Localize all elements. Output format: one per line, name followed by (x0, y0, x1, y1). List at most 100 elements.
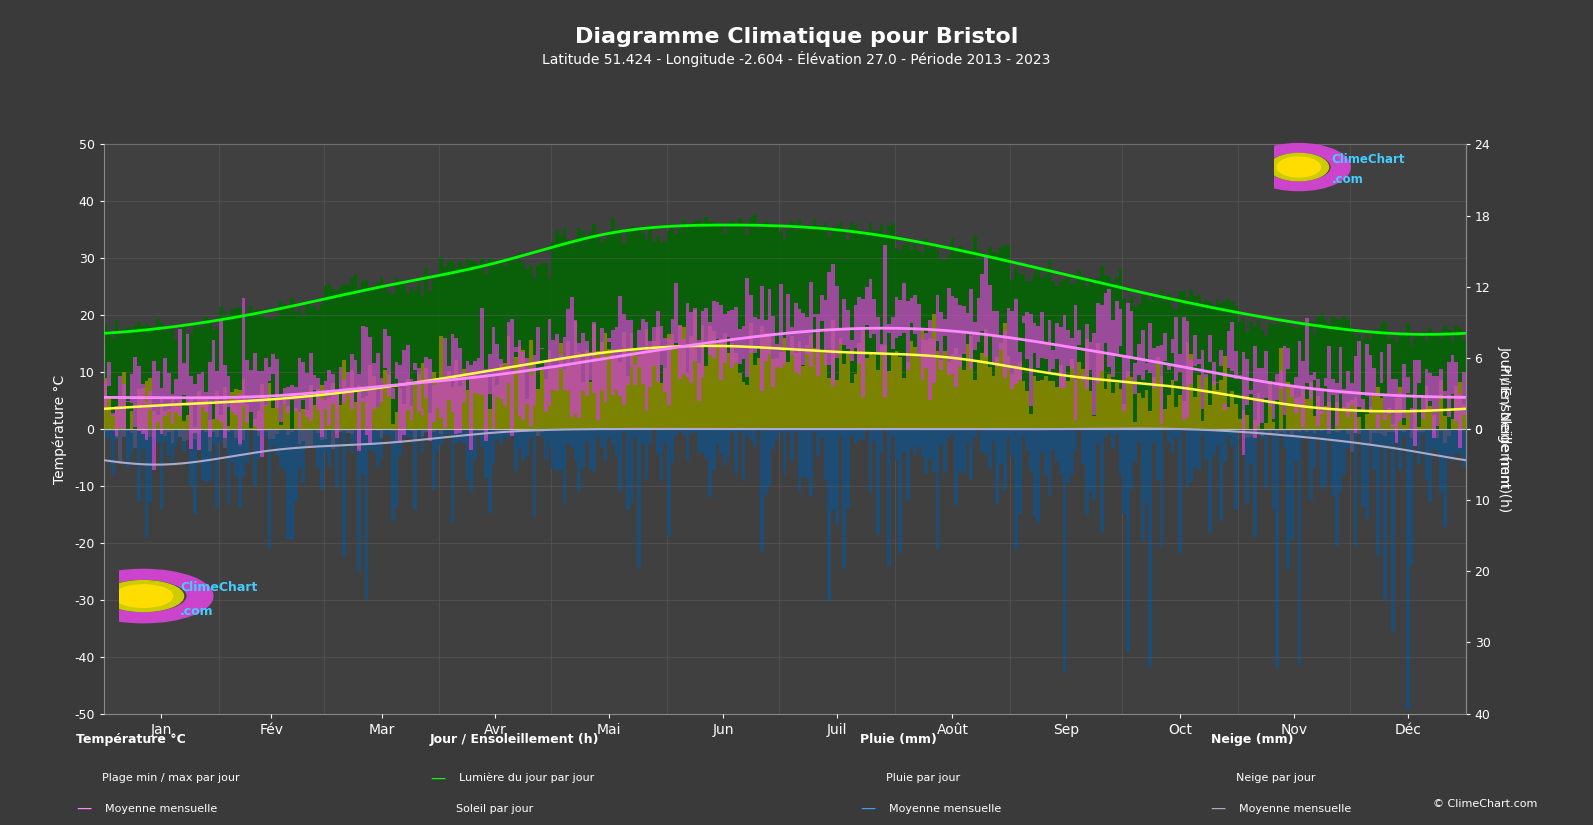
Bar (1093, 416, 1096, 429)
Bar (1313, 429, 1316, 433)
Bar (473, 262, 476, 429)
Bar (118, 429, 123, 464)
Bar (440, 429, 443, 434)
Bar (115, 429, 118, 440)
Bar (335, 392, 339, 438)
Bar (820, 295, 824, 321)
Bar (484, 274, 487, 429)
Bar (1037, 326, 1040, 368)
Bar (435, 278, 440, 429)
Bar (1207, 302, 1212, 429)
Bar (118, 398, 123, 429)
Bar (1294, 328, 1298, 429)
Bar (115, 409, 118, 429)
Bar (1407, 429, 1410, 710)
Bar (1290, 429, 1294, 435)
Bar (604, 359, 607, 402)
Bar (473, 429, 476, 431)
Bar (868, 429, 873, 493)
Bar (879, 346, 884, 429)
Bar (704, 217, 707, 429)
Bar (499, 359, 503, 399)
Bar (354, 429, 357, 430)
Bar (298, 309, 301, 429)
Bar (451, 260, 454, 429)
Bar (398, 388, 401, 429)
Bar (510, 429, 515, 430)
Bar (634, 231, 637, 429)
Bar (1145, 363, 1149, 370)
Bar (951, 429, 954, 434)
Bar (1026, 281, 1029, 429)
Bar (738, 329, 742, 364)
Bar (1290, 387, 1294, 429)
Bar (282, 388, 287, 403)
Bar (1332, 317, 1335, 429)
Bar (462, 374, 465, 402)
Bar (1252, 429, 1257, 431)
Bar (451, 387, 454, 429)
Bar (1063, 377, 1066, 429)
Bar (793, 303, 798, 372)
Bar (448, 365, 451, 399)
Bar (515, 262, 518, 429)
Bar (1324, 406, 1327, 429)
Bar (1215, 429, 1219, 446)
Bar (1305, 318, 1309, 383)
Bar (843, 299, 846, 345)
Bar (696, 219, 701, 429)
Bar (1230, 429, 1235, 446)
Bar (1093, 332, 1096, 415)
Bar (551, 365, 554, 429)
Bar (268, 367, 271, 381)
Bar (145, 429, 148, 436)
Bar (693, 310, 696, 429)
Bar (1360, 341, 1365, 429)
Bar (1410, 345, 1413, 429)
Bar (1279, 429, 1282, 436)
Bar (1265, 423, 1268, 429)
Bar (384, 328, 387, 368)
Bar (827, 429, 832, 601)
Bar (615, 358, 618, 429)
Bar (115, 406, 118, 436)
Bar (824, 354, 827, 429)
Bar (510, 319, 515, 436)
Bar (663, 429, 667, 443)
Bar (323, 286, 328, 429)
Bar (470, 365, 473, 450)
Bar (492, 261, 495, 429)
Bar (339, 405, 342, 429)
Bar (790, 221, 793, 429)
Bar (1141, 398, 1145, 429)
Bar (1235, 351, 1238, 380)
Bar (507, 261, 510, 429)
Bar (1402, 429, 1407, 436)
Bar (637, 356, 640, 429)
Bar (862, 231, 865, 429)
Text: Latitude 51.424 - Longitude -2.604 - Élévation 27.0 - Période 2013 - 2023: Latitude 51.424 - Longitude -2.604 - Élé… (542, 51, 1051, 68)
Bar (503, 369, 507, 406)
Bar (148, 429, 151, 502)
Bar (1149, 411, 1152, 429)
Bar (317, 378, 320, 410)
Bar (1316, 429, 1321, 435)
Bar (193, 429, 198, 439)
Bar (1365, 429, 1368, 519)
Bar (198, 374, 201, 450)
Bar (1276, 375, 1279, 400)
Bar (1059, 282, 1063, 429)
Bar (503, 429, 507, 431)
Bar (715, 226, 720, 429)
Bar (459, 262, 462, 429)
Bar (1343, 316, 1346, 429)
Bar (395, 429, 398, 507)
Bar (1152, 296, 1157, 429)
Bar (178, 400, 182, 429)
Bar (198, 429, 201, 434)
Bar (1435, 333, 1440, 429)
Bar (652, 242, 656, 429)
Bar (757, 319, 760, 348)
Bar (723, 314, 726, 362)
Bar (846, 309, 849, 348)
